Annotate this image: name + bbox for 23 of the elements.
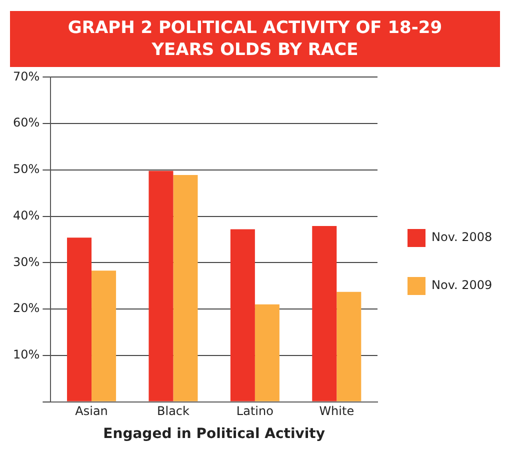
bar [312, 226, 337, 402]
bar [173, 175, 198, 402]
x-tick-label: White [319, 404, 354, 418]
y-tick-label: 10% [13, 348, 40, 362]
bar [230, 229, 255, 402]
x-axis-title: Engaged in Political Activity [103, 426, 325, 442]
bar [67, 238, 92, 402]
bar [92, 270, 116, 402]
bar [254, 304, 280, 402]
bar [148, 170, 174, 402]
y-tick-label: 30% [13, 254, 40, 269]
y-tick-label: 70% [13, 69, 40, 84]
chart-title: GRAPH 2 POLITICAL ACTIVITY OF 18-29 YEARS OLDS BY RACE [10, 11, 500, 67]
x-tick-label: Latino [236, 404, 274, 418]
y-tick-label: 40% [13, 208, 40, 222]
y-tick-label: 60% [13, 116, 40, 130]
y-tick-label: 50% [13, 162, 40, 176]
bar [336, 292, 362, 402]
x-tick-label: Black [157, 404, 190, 418]
legend-label: Nov. 2008 [432, 230, 492, 244]
legend-label: Nov. 2009 [432, 278, 492, 292]
y-tick-label: 20% [13, 301, 40, 316]
x-tick-label: Asian [75, 404, 108, 418]
